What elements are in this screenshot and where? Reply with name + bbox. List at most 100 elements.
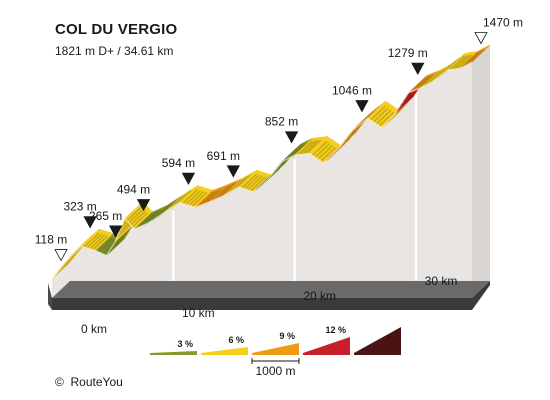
gradient-hatch [417, 74, 434, 90]
credit: © RouteYou [55, 375, 123, 389]
gradient-hatch [235, 174, 252, 190]
elevation-label: 691 m [207, 149, 240, 163]
elevation-marker [284, 131, 299, 144]
gradient-hatch [241, 173, 258, 189]
start-face [48, 283, 52, 310]
km-label: 0 km [81, 322, 107, 336]
gradient-hatch [89, 234, 106, 250]
elevation-label: 118 m [35, 233, 67, 247]
gradient-hatch [456, 54, 473, 70]
gradient-hatch [139, 211, 156, 227]
profile-side-wall [52, 62, 472, 298]
gradient-hatch [397, 94, 414, 110]
legend-swatch [201, 347, 248, 355]
gradient-hatch [430, 68, 446, 84]
gradient-hatch [136, 213, 153, 229]
copyright-symbol: © [55, 375, 64, 389]
elevation-marker [355, 100, 369, 113]
gradient-hatch [297, 140, 313, 156]
gradient-hatch [217, 183, 234, 199]
scale-label: 1000 m [255, 364, 295, 378]
gradient-hatch [116, 222, 133, 238]
gradient-hatch [111, 232, 128, 248]
gradient-hatch [291, 141, 308, 157]
gradient-hatch [302, 139, 319, 155]
gradient-hatch [369, 105, 386, 121]
elevation-marker [108, 225, 123, 238]
elevation-marker [474, 32, 488, 45]
end-face [472, 45, 490, 298]
legend-label: 9 % [279, 331, 295, 341]
gradient-hatch [378, 111, 395, 127]
gradient-hatch [375, 109, 392, 125]
gradient-hatch [175, 190, 192, 206]
gradient-hatch [191, 191, 208, 207]
gradient-hatch [400, 90, 417, 106]
gradient-hatch [112, 230, 129, 246]
elevation-marker [181, 172, 196, 185]
gradient-hatch [415, 75, 432, 91]
gradient-hatch [145, 209, 162, 225]
gradient-hatch [203, 189, 220, 205]
gradient-hatch [299, 139, 316, 156]
gradient-hatch [126, 206, 143, 222]
gradient-hatch [197, 191, 214, 207]
gradient-hatch [83, 232, 100, 248]
legend-swatch [354, 327, 401, 355]
gradient-hatch [130, 210, 146, 226]
elevation-label: 594 m [162, 156, 195, 170]
gradient-hatch [109, 235, 126, 251]
gradient-hatch [132, 212, 148, 228]
legend-label: 12 % [325, 325, 346, 335]
gradient-hatch [185, 189, 202, 206]
elevation-marker [136, 199, 151, 212]
gradient-hatch [311, 140, 328, 157]
km-label: 10 km [182, 306, 215, 320]
gradient-hatch [413, 76, 429, 92]
gradient-hatch [454, 54, 471, 70]
legend-swatch [150, 351, 197, 355]
gradient-hatch [142, 210, 159, 226]
elevation-label: 1046 m [332, 84, 372, 98]
credit-text: RouteYou [70, 375, 123, 389]
legend-swatch [303, 337, 350, 355]
gradient-hatch [372, 107, 389, 123]
gradient-hatch [244, 174, 261, 190]
gradient-hatch [229, 177, 246, 193]
gradient-hatch [188, 190, 205, 207]
gradient-hatch [305, 139, 322, 155]
elevation-marker [226, 165, 240, 178]
gradient-hatch [314, 142, 331, 158]
gradient-hatch [182, 189, 198, 205]
km-label: 30 km [425, 274, 458, 288]
gradient-hatch [320, 146, 337, 162]
gradient-hatch [215, 184, 231, 200]
gradient-hatch [249, 176, 266, 192]
gradient-hatch [107, 238, 124, 254]
gradient-hatch [128, 208, 145, 224]
elevation-label: 323 m [63, 200, 96, 214]
gradient-hatch [99, 238, 116, 254]
elevation-label: 1470 m [483, 16, 523, 30]
gradient-hatch [468, 48, 485, 64]
chart-subtitle: 1821 m D+ / 34.61 km [55, 44, 174, 58]
legend-label: 6 % [228, 335, 244, 345]
gradient-hatch [92, 235, 109, 251]
elevation-label: 1279 m [388, 46, 428, 60]
gradient-hatch [200, 190, 217, 206]
elevation-marker [411, 62, 425, 75]
base-plinth [52, 281, 490, 310]
ribbon-front-edge [51, 61, 473, 280]
legend-label: 3 % [177, 339, 193, 349]
gradient-hatch [97, 237, 114, 253]
gradient-hatch [86, 233, 103, 249]
gradient-hatch [206, 188, 223, 204]
gradient-hatch [212, 185, 228, 201]
legend-swatch [252, 343, 299, 355]
gradient-hatch [451, 54, 468, 70]
gradient-hatch [247, 175, 263, 191]
gradient-hatch [317, 144, 334, 160]
gradient-hatch [232, 175, 249, 191]
elevation-label: 265 m [89, 209, 122, 223]
